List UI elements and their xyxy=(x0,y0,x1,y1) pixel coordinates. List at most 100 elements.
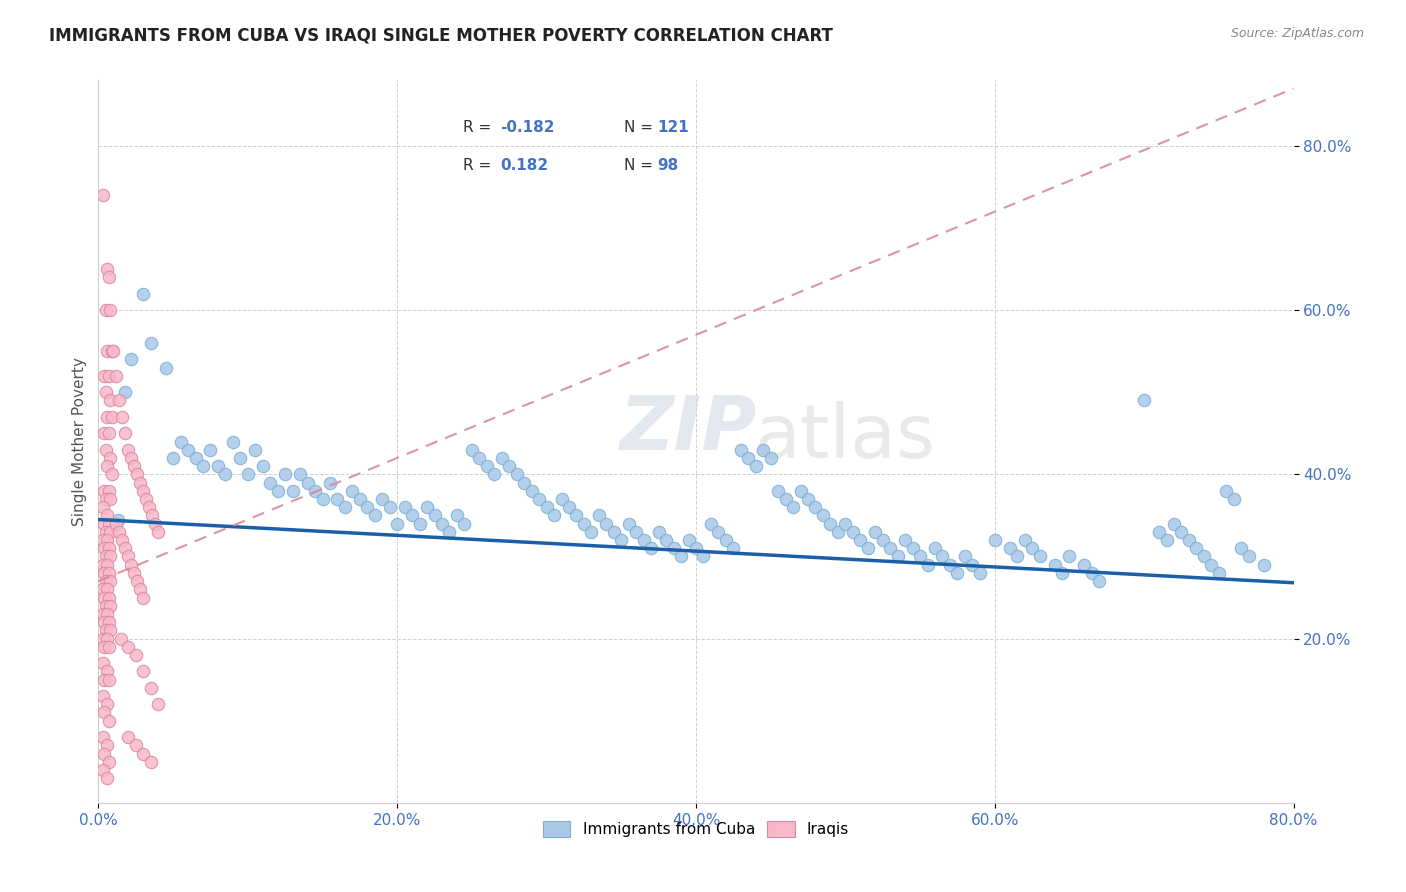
Point xyxy=(207,459,229,474)
Point xyxy=(827,524,849,539)
Point xyxy=(491,450,513,465)
Point xyxy=(96,607,118,621)
Point xyxy=(461,442,484,457)
Point xyxy=(105,516,128,531)
Point xyxy=(901,541,924,556)
Point xyxy=(120,352,142,367)
Point xyxy=(103,344,125,359)
Point xyxy=(1192,549,1215,564)
Point xyxy=(97,755,120,769)
Point xyxy=(91,657,114,671)
Point xyxy=(97,714,120,728)
Point xyxy=(229,450,252,465)
Point xyxy=(603,524,626,539)
Text: R =: R = xyxy=(463,158,496,173)
Point xyxy=(96,508,118,523)
Point xyxy=(169,434,191,449)
Point xyxy=(1170,524,1192,539)
Point xyxy=(111,533,134,547)
Point xyxy=(385,516,409,531)
Point xyxy=(97,615,120,630)
Point xyxy=(94,524,117,539)
Point xyxy=(141,508,163,523)
Point xyxy=(886,549,908,564)
Point xyxy=(707,524,730,539)
Point xyxy=(94,303,117,318)
Point xyxy=(98,491,122,506)
Point xyxy=(96,262,118,277)
Point xyxy=(94,624,117,638)
Point xyxy=(97,270,120,285)
Point xyxy=(200,442,222,457)
Point xyxy=(1156,533,1178,547)
Text: 98: 98 xyxy=(658,158,679,173)
Point xyxy=(804,500,827,515)
Point xyxy=(1230,541,1253,556)
Point xyxy=(162,450,184,465)
Point xyxy=(759,450,782,465)
Y-axis label: Single Mother Poverty: Single Mother Poverty xyxy=(72,357,87,526)
Point xyxy=(97,483,120,498)
Point xyxy=(1185,541,1208,556)
Point xyxy=(97,673,120,687)
Point xyxy=(655,533,678,547)
Point xyxy=(93,747,115,761)
Point xyxy=(364,508,387,523)
Point xyxy=(430,516,453,531)
Point xyxy=(96,632,118,646)
Point xyxy=(311,491,333,506)
Point xyxy=(520,483,543,498)
Point xyxy=(730,442,752,457)
Point xyxy=(1043,558,1066,572)
Point xyxy=(93,591,115,605)
Point xyxy=(91,763,114,777)
Point xyxy=(1215,483,1237,498)
Point xyxy=(304,483,326,498)
Point xyxy=(617,516,640,531)
Text: ZIP: ZIP xyxy=(620,392,756,466)
Point xyxy=(752,442,775,457)
Point xyxy=(288,467,311,482)
Point xyxy=(453,516,475,531)
Point xyxy=(1059,549,1081,564)
Point xyxy=(267,483,290,498)
Point xyxy=(856,541,879,556)
Point xyxy=(558,500,581,515)
Point xyxy=(924,541,946,556)
Point xyxy=(124,459,146,474)
Text: -0.182: -0.182 xyxy=(501,120,554,135)
Text: R =: R = xyxy=(463,120,496,135)
Text: 0.182: 0.182 xyxy=(501,158,548,173)
Point xyxy=(94,385,117,400)
Point xyxy=(1014,533,1036,547)
Point xyxy=(356,500,378,515)
Point xyxy=(394,500,416,515)
Point xyxy=(91,632,114,646)
Point xyxy=(120,450,142,465)
Point xyxy=(633,533,655,547)
Point xyxy=(93,426,115,441)
Point xyxy=(139,336,162,351)
Point xyxy=(114,541,136,556)
Point xyxy=(101,467,124,482)
Point xyxy=(214,467,236,482)
Point xyxy=(1163,516,1185,531)
Point xyxy=(132,286,155,301)
Point xyxy=(811,508,834,523)
Point xyxy=(124,566,146,580)
Point xyxy=(820,516,842,531)
Point xyxy=(669,549,692,564)
Point xyxy=(274,467,297,482)
Point xyxy=(894,533,917,547)
Point xyxy=(506,467,529,482)
Point xyxy=(939,558,962,572)
Point xyxy=(484,467,506,482)
Point xyxy=(946,566,969,580)
Point xyxy=(97,426,120,441)
Point xyxy=(408,516,430,531)
Point xyxy=(865,524,887,539)
Point xyxy=(849,533,872,547)
Point xyxy=(98,393,122,408)
Point xyxy=(446,508,468,523)
Point xyxy=(91,582,114,597)
